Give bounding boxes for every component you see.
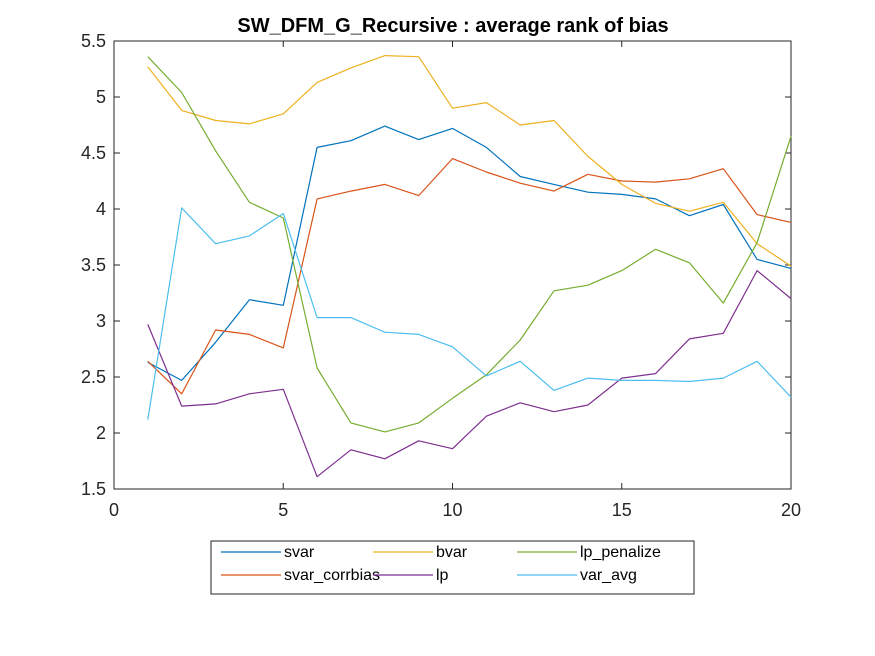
- x-tick-label: 15: [612, 500, 632, 520]
- series-line-lp-penalize: [147, 56, 792, 433]
- y-tick-label: 5.5: [81, 31, 106, 51]
- legend-label-lp: lp: [436, 567, 449, 584]
- legend-label-svar: svar: [284, 544, 315, 561]
- legend-label-svar-corrbias: svar_corrbias: [284, 567, 380, 584]
- legend-box: [210, 540, 695, 595]
- series-line-svar-corrbias: [147, 158, 792, 395]
- series-line-lp: [147, 270, 792, 478]
- y-tick-label: 4: [96, 199, 106, 219]
- series-line-svar: [147, 125, 792, 381]
- y-tick-label: 1.5: [81, 479, 106, 499]
- legend: svar bvar lp_penalize svar_corrbias lp var_av…: [210, 540, 695, 595]
- y-tick-label: 2.5: [81, 367, 106, 387]
- series-line-bvar: [147, 54, 792, 267]
- y-tick-label: 4.5: [81, 143, 106, 163]
- x-tick-label: 20: [781, 500, 801, 520]
- chart-title: SW_DFM_G_Recursive : average rank of bia…: [237, 15, 668, 37]
- y-tick-label: 2: [96, 423, 106, 443]
- legend-label-var-avg: var_avg: [580, 567, 637, 584]
- legend-label-bvar: bvar: [436, 544, 468, 561]
- y-tick-label: 3: [96, 311, 106, 331]
- y-tick-label: 3.5: [81, 255, 106, 275]
- x-tick-label: 5: [278, 500, 288, 520]
- plot-area: 0 5 10 15 20 1.5 2 2.5 3 3.5 4 4.5 5 5.5: [81, 31, 801, 520]
- legend-label-lp-penalize: lp_penalize: [580, 544, 661, 561]
- x-tick-label: 0: [109, 500, 119, 520]
- y-tick-label: 5: [96, 87, 106, 107]
- axes-box: [113, 40, 792, 490]
- series-line-var-avg: [147, 207, 792, 420]
- x-tick-label: 10: [442, 500, 462, 520]
